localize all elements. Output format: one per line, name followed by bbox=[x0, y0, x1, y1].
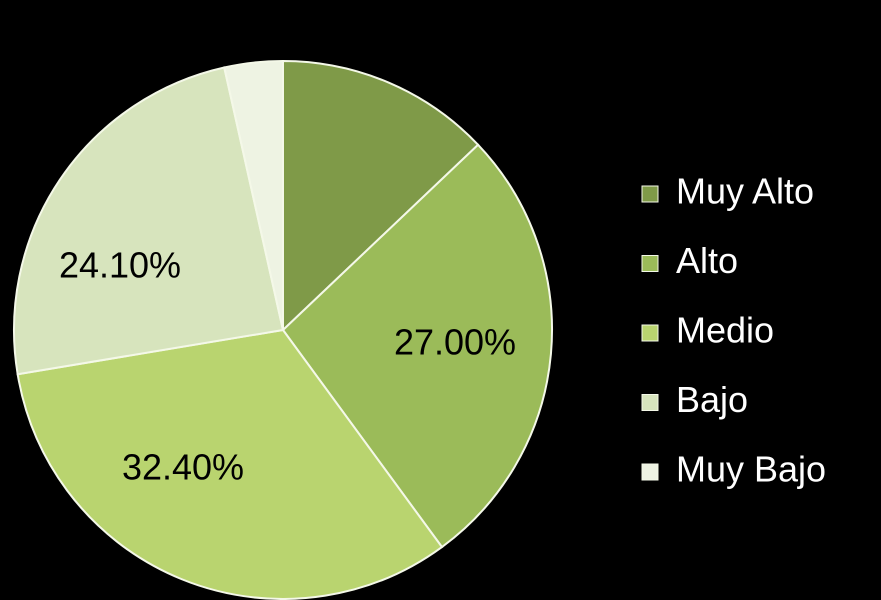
pie-slice bbox=[223, 59, 284, 331]
legend-label: Muy Bajo bbox=[676, 449, 826, 490]
legend-swatch bbox=[641, 185, 659, 203]
legend-label: Medio bbox=[676, 310, 774, 351]
legend-swatch bbox=[641, 255, 659, 272]
data-label: 27.00% bbox=[394, 322, 516, 363]
legend-label: Bajo bbox=[676, 379, 748, 420]
pie-slice bbox=[282, 59, 480, 333]
pie-slice bbox=[281, 143, 553, 549]
legend-label: Alto bbox=[676, 240, 738, 281]
legend-label: Muy Alto bbox=[676, 171, 814, 212]
data-label: 24.10% bbox=[59, 245, 181, 286]
data-label: 12.90% bbox=[409, 27, 531, 68]
pie-slice bbox=[16, 328, 444, 600]
data-label: 32.40% bbox=[122, 447, 244, 488]
legend-swatch bbox=[641, 463, 659, 481]
pie-slice bbox=[13, 66, 285, 376]
data-label: 3.50% bbox=[192, 5, 294, 46]
legend-swatch bbox=[641, 394, 659, 411]
legend-swatch bbox=[641, 324, 659, 342]
